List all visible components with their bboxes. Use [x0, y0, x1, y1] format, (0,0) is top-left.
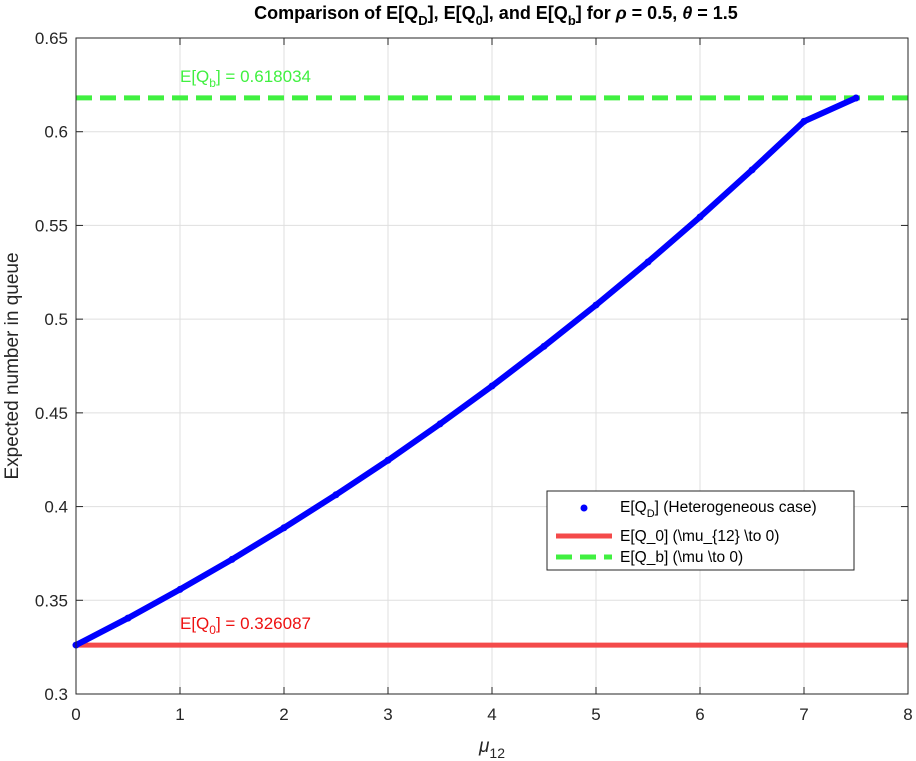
legend-entry-qb: E[Q_b] (\mu \to 0) — [620, 549, 743, 566]
data-point — [748, 166, 756, 174]
data-point — [592, 301, 600, 309]
data-point — [280, 524, 288, 532]
ticks: 0 1 2 3 4 5 6 7 8 0.3 0.35 0.4 0.45 0.5 0.55 0.6 0.65 — [35, 29, 913, 724]
x-tick-label: 2 — [279, 705, 288, 724]
data-point — [176, 585, 184, 593]
y-tick-label: 0.6 — [44, 123, 68, 142]
y-tick-label: 0.3 — [44, 685, 68, 704]
data-point — [852, 94, 860, 102]
annotation-label: E[Qb] = 0.618034 — [180, 67, 311, 90]
x-axis-label: μ12 — [478, 736, 505, 761]
legend-entry-heterogeneous: E[QD] (Heterogeneous case) — [620, 499, 817, 520]
x-tick-label: 7 — [799, 705, 808, 724]
x-tick-label: 3 — [383, 705, 392, 724]
data-point — [488, 382, 496, 390]
data-point — [644, 258, 652, 266]
x-tick-label: 8 — [903, 705, 912, 724]
x-tick-label: 5 — [591, 705, 600, 724]
y-tick-label: 0.55 — [35, 216, 68, 235]
y-tick-label: 0.45 — [35, 404, 68, 423]
chart-title: Comparison of E[QD], E[Q0], and E[Qb] fo… — [254, 3, 738, 28]
annotation-label: E[Q0] = 0.326087 — [180, 614, 311, 637]
y-tick-label: 0.5 — [44, 310, 68, 329]
y-tick-label: 0.4 — [44, 498, 68, 517]
x-tick-label: 6 — [695, 705, 704, 724]
legend-box — [546, 490, 855, 571]
data-point — [228, 555, 236, 563]
data-point — [436, 420, 444, 428]
data-point — [124, 614, 132, 622]
series-line — [73, 94, 859, 649]
data-point — [332, 491, 340, 499]
y-tick-label: 0.65 — [35, 29, 68, 48]
data-point — [696, 213, 704, 221]
legend-marker-heterogeneous — [580, 504, 588, 512]
data-point — [384, 456, 392, 464]
reference-lines — [76, 95, 908, 648]
x-tick-label: 0 — [71, 705, 80, 724]
legend-entry-q0: E[Q_0] (\mu_{12} \to 0) — [620, 528, 779, 545]
x-tick-label: 1 — [175, 705, 184, 724]
series-heterogeneous-case — [72, 94, 860, 649]
data-point — [800, 117, 808, 125]
y-axis-label: Expected number in queue — [2, 252, 23, 479]
annotations: E[Qb] = 0.618034 E[Q0] = 0.326087 — [180, 67, 311, 637]
data-point — [540, 342, 548, 350]
legend: E[QD] (Heterogeneous case) E[Q_0] (\mu_{… — [546, 490, 855, 571]
x-tick-label: 4 — [487, 705, 496, 724]
y-tick-label: 0.35 — [35, 591, 68, 610]
